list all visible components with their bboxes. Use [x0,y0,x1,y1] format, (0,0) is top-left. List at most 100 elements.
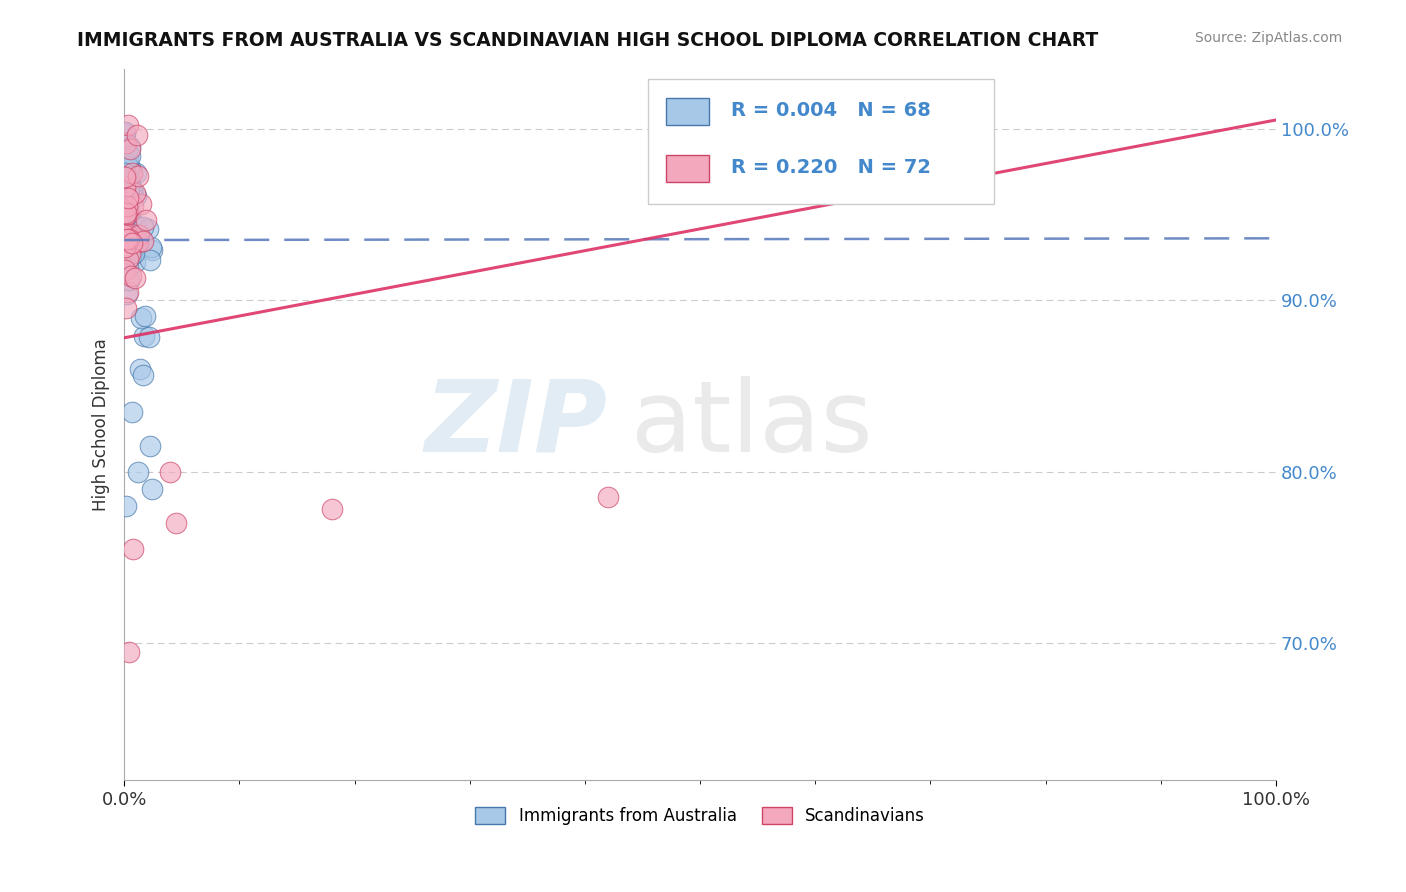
Point [117,151,139,165]
Point [118,188,141,202]
Point [115,178,138,192]
Point [114,126,136,140]
Point [117,207,139,221]
Point [128,362,150,376]
Point [117,227,139,242]
Point [122,245,145,260]
Point [134,328,156,343]
Point [139,253,162,268]
Text: R = 0.220   N = 72: R = 0.220 N = 72 [731,158,931,177]
Point [121,404,143,418]
Point [165,516,187,530]
Point [114,263,136,277]
Point [121,182,143,196]
Point [115,229,138,244]
FancyBboxPatch shape [648,79,994,203]
Point [114,204,136,219]
Text: ZIP: ZIP [425,376,607,473]
Point [125,189,148,203]
Point [118,148,141,162]
Point [118,183,141,197]
Point [131,233,153,247]
Point [136,221,159,235]
Point [114,239,136,253]
Point [114,169,136,184]
Point [115,155,138,169]
Legend: Immigrants from Australia, Scandinavians: Immigrants from Australia, Scandinavians [475,807,925,825]
Point [115,175,138,189]
Point [120,268,142,283]
Point [124,219,146,233]
Point [117,285,139,300]
Point [124,271,146,285]
Point [125,166,148,180]
Point [114,166,136,180]
Point [114,227,136,242]
Point [114,233,136,247]
Point [159,465,181,479]
Point [117,184,139,198]
Point [122,541,145,556]
Point [114,150,136,164]
Point [114,179,136,194]
Point [124,186,146,201]
FancyBboxPatch shape [665,98,709,126]
Text: R = 0.004   N = 68: R = 0.004 N = 68 [731,101,931,120]
Point [120,227,142,241]
Point [139,439,162,453]
Point [114,204,136,219]
Point [141,243,163,257]
Point [117,158,139,172]
Point [114,180,136,194]
Y-axis label: High School Diploma: High School Diploma [93,338,110,511]
Point [129,196,152,211]
Point [115,287,138,301]
Point [118,645,141,659]
Point [127,465,149,479]
Point [131,220,153,235]
Point [114,136,136,151]
Point [115,169,138,183]
Point [115,221,138,235]
Point [114,209,136,223]
Point [117,232,139,246]
Point [132,368,155,382]
Point [118,232,141,246]
Point [134,309,156,323]
Point [122,188,145,202]
Point [131,310,153,325]
Point [118,180,141,194]
Text: atlas: atlas [631,376,873,473]
Point [120,247,142,261]
Point [117,161,139,175]
Point [115,499,138,513]
Point [124,255,146,269]
Point [121,236,143,251]
Point [118,182,141,196]
Point [117,191,139,205]
Point [114,193,136,207]
Point [117,252,139,267]
Point [141,482,163,496]
Point [117,118,139,132]
Point [114,138,136,153]
Point [127,235,149,250]
Point [115,199,138,213]
Point [114,193,136,207]
Point [115,206,138,220]
Point [117,207,139,221]
Point [117,222,139,236]
Point [118,206,141,220]
Point [125,128,148,142]
Point [115,233,138,247]
Point [138,330,160,344]
Text: IMMIGRANTS FROM AUSTRALIA VS SCANDINAVIAN HIGH SCHOOL DIPLOMA CORRELATION CHART: IMMIGRANTS FROM AUSTRALIA VS SCANDINAVIA… [77,31,1098,50]
Point [132,234,155,248]
Point [118,172,141,186]
Point [321,502,343,516]
Text: Source: ZipAtlas.com: Source: ZipAtlas.com [1195,31,1343,45]
Point [117,201,139,215]
Point [120,233,142,247]
Point [128,227,150,242]
Point [114,136,136,151]
